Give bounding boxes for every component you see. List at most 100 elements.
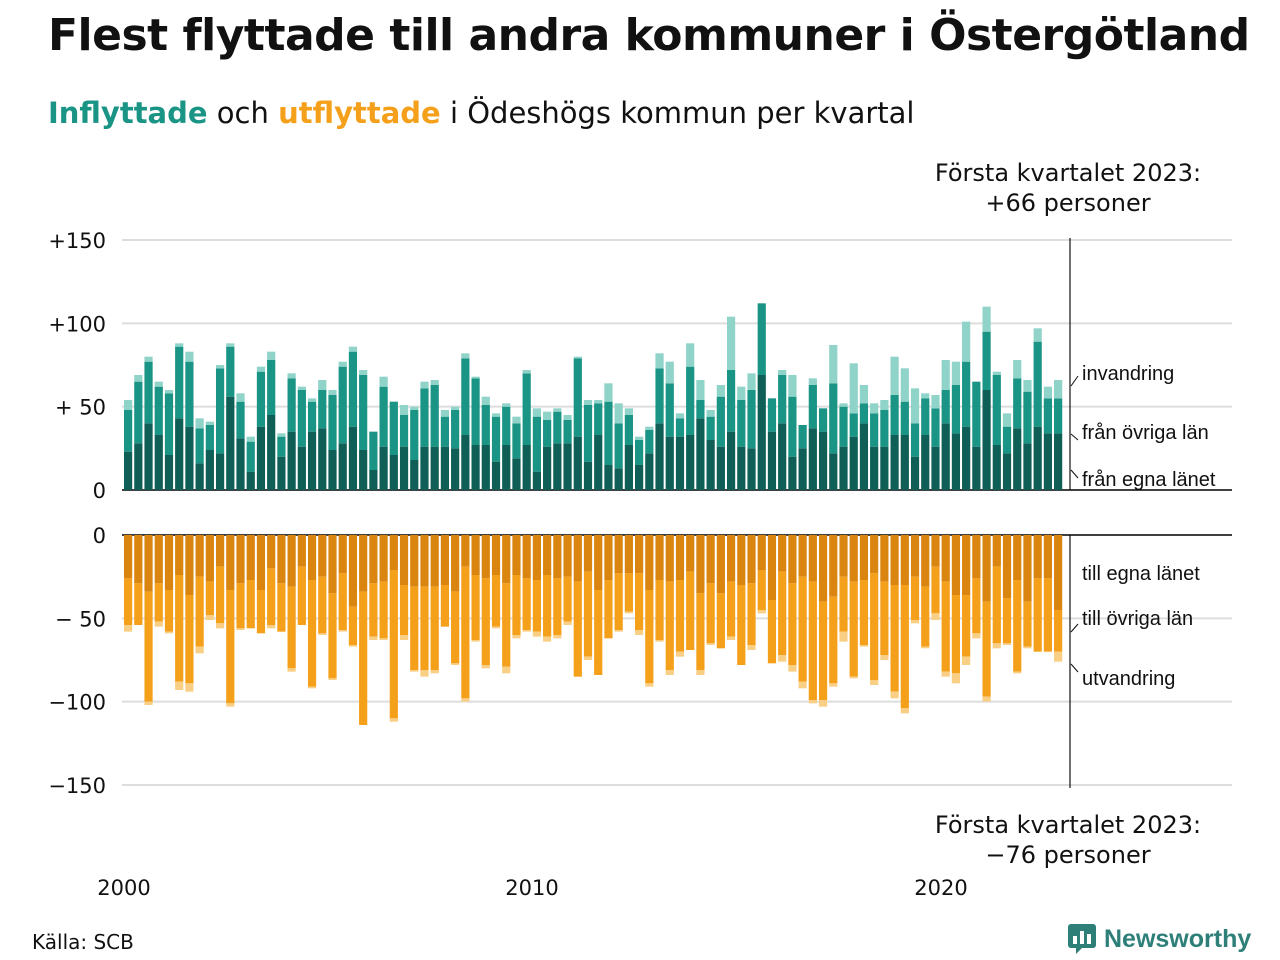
bar-out-ovriga: [757, 570, 766, 610]
bar-out-ovriga: [307, 580, 317, 687]
bar-in-egna: [788, 456, 797, 490]
bar-in-invandring: [215, 365, 225, 369]
bar-out-utvandring: [144, 701, 153, 705]
bar-out-ovriga: [471, 575, 480, 640]
bar-out-egna: [767, 535, 777, 600]
bar-out-utvandring: [502, 666, 511, 674]
bar-in-ovriga: [297, 390, 306, 447]
bar-out-egna: [430, 535, 439, 587]
bar-in-egna: [389, 455, 398, 490]
bar-out-egna: [798, 535, 807, 577]
bar-in-invandring: [451, 406, 460, 410]
bar-in-ovriga: [1043, 398, 1052, 434]
annotation-top-line2: +66 personer: [985, 189, 1151, 217]
bar-in-ovriga: [624, 415, 633, 445]
bar-out-utvandring: [175, 681, 184, 690]
bar-in-egna: [399, 446, 409, 490]
brand-logo[interactable]: Newsworthy: [1068, 924, 1251, 954]
bar-in-egna: [778, 423, 787, 490]
bar-in-ovriga: [675, 418, 685, 437]
bar-in-ovriga: [440, 416, 450, 447]
bar-in-egna: [543, 446, 552, 490]
bar-in-invandring: [399, 405, 409, 415]
bar-out-ovriga: [348, 606, 358, 645]
bar-out-egna: [757, 535, 766, 570]
bar-out-utvandring: [696, 670, 705, 675]
bar-out-utvandring: [645, 683, 654, 687]
bar-out-egna: [737, 535, 746, 585]
bar-out-ovriga: [870, 573, 879, 680]
bar-out-egna: [502, 535, 511, 584]
bar-out-ovriga: [328, 593, 337, 679]
bar-in-invandring: [491, 413, 501, 417]
bar-out-ovriga: [215, 566, 225, 624]
bar-in-invandring: [624, 408, 633, 415]
bar-in-ovriga: [778, 375, 787, 424]
bar-in-egna: [941, 423, 950, 490]
bar-out-egna: [451, 535, 460, 592]
bar-in-egna: [992, 445, 1001, 490]
leader-line: [1070, 469, 1079, 479]
bar-in-egna: [1054, 433, 1063, 490]
bar-out-ovriga: [665, 581, 674, 670]
bar-out-ovriga: [900, 585, 909, 709]
bar-in-invandring: [982, 306, 991, 332]
bar-out-ovriga: [788, 583, 797, 665]
bar-out-ovriga: [420, 586, 429, 670]
bar-in-invandring: [134, 375, 143, 382]
bar-out-ovriga: [277, 583, 286, 632]
bar-in-ovriga: [645, 430, 654, 454]
bar-in-egna: [430, 446, 439, 490]
bar-out-egna: [788, 535, 797, 584]
bar-out-utvandring: [757, 610, 766, 614]
bar-in-ovriga: [921, 398, 930, 435]
bar-in-ovriga: [951, 385, 961, 434]
bar-in-ovriga: [829, 383, 838, 454]
bar-in-ovriga: [941, 390, 950, 424]
bar-out-ovriga: [645, 590, 654, 684]
bar-out-utvandring: [481, 665, 490, 669]
bar-out-ovriga: [829, 596, 838, 684]
bar-out-egna: [849, 535, 858, 582]
bar-out-egna: [297, 535, 306, 567]
bar-out-utvandring: [583, 656, 593, 660]
bar-in-ovriga: [185, 361, 194, 427]
bar-out-egna: [747, 535, 756, 584]
bar-out-egna: [359, 535, 368, 592]
bar-out-ovriga: [951, 595, 961, 674]
bar-in-invandring: [604, 383, 613, 402]
bar-out-ovriga: [287, 586, 296, 669]
bar-in-invandring: [849, 363, 858, 414]
bar-in-ovriga: [328, 395, 337, 450]
bar-in-ovriga: [788, 396, 797, 457]
bar-in-invandring: [910, 388, 920, 424]
bar-in-egna: [134, 443, 143, 490]
bar-in-egna: [614, 468, 623, 490]
bar-in-egna: [1023, 443, 1032, 490]
bar-out-ovriga: [941, 581, 950, 672]
series-label-in: från övriga län: [1082, 422, 1209, 444]
y-tick-label-bottom: −100: [48, 691, 106, 715]
bar-out-egna: [491, 535, 501, 575]
bar-out-ovriga: [1054, 610, 1063, 652]
bar-out-utvandring: [788, 665, 797, 672]
bar-out-utvandring: [215, 623, 225, 629]
bar-in-egna: [880, 446, 889, 490]
bar-out-ovriga: [1033, 578, 1042, 652]
bar-in-invandring: [655, 353, 664, 369]
bar-in-ovriga: [451, 410, 460, 449]
bar-out-ovriga: [144, 591, 153, 702]
bar-in-ovriga: [471, 378, 480, 445]
bar-in-invandring: [420, 381, 429, 389]
bar-out-utvandring: [185, 683, 194, 692]
bar-out-egna: [1002, 535, 1012, 599]
bar-in-egna: [737, 446, 746, 490]
bar-out-egna: [348, 535, 358, 607]
bar-out-utvandring: [532, 631, 541, 637]
bar-out-ovriga: [1023, 601, 1032, 647]
bar-out-utvandring: [318, 633, 327, 635]
bar-in-ovriga: [808, 385, 817, 429]
bar-out-utvandring: [195, 646, 204, 654]
bar-in-invandring: [502, 403, 511, 407]
bar-in-ovriga: [307, 401, 317, 432]
